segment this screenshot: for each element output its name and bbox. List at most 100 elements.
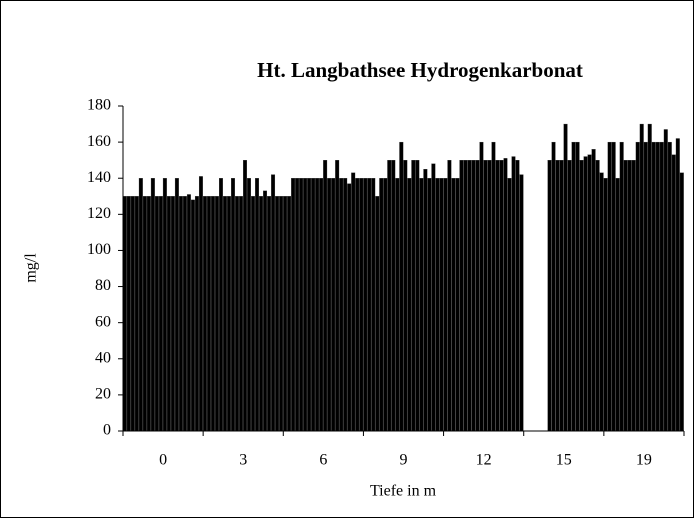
y-tick-label: 100	[87, 241, 111, 258]
y-axis-label: mg/l	[23, 253, 40, 283]
bar	[134, 196, 139, 432]
x-tick-label: 19	[636, 452, 652, 469]
bar	[154, 196, 159, 432]
bar	[351, 172, 356, 432]
chart-title: Ht. Langbathsee Hydrogenkarbonat	[257, 58, 583, 82]
y-tick-label: 0	[103, 422, 111, 439]
bar	[162, 178, 167, 432]
x-tick-label: 12	[476, 452, 492, 469]
bar	[347, 183, 352, 432]
bar	[563, 123, 568, 432]
bar	[475, 160, 480, 432]
bar	[643, 141, 648, 432]
bar	[659, 141, 664, 432]
bar	[267, 196, 272, 432]
bar	[178, 196, 183, 432]
bar	[607, 141, 612, 432]
bar	[327, 178, 332, 432]
bar	[587, 154, 592, 432]
bar	[407, 178, 412, 432]
bar	[339, 178, 344, 432]
y-tick-label: 80	[95, 277, 111, 294]
y-tick-label: 20	[95, 386, 111, 403]
bar	[463, 160, 468, 432]
bar	[479, 141, 484, 432]
bar	[311, 178, 316, 432]
bar	[391, 160, 396, 432]
bar	[182, 196, 187, 432]
bar	[287, 196, 292, 432]
bar	[142, 196, 147, 432]
bar	[323, 160, 328, 432]
y-tick-label: 180	[87, 97, 111, 114]
bar	[439, 178, 444, 432]
bar	[427, 178, 432, 432]
bar	[547, 160, 552, 432]
bar	[130, 196, 135, 432]
bar	[515, 160, 520, 432]
bar	[615, 178, 620, 432]
x-tick-label: 0	[159, 452, 167, 469]
bar	[319, 178, 324, 432]
y-tick-label: 120	[87, 205, 111, 222]
bar	[198, 176, 203, 432]
bar	[603, 178, 608, 432]
bar	[367, 178, 372, 432]
bar	[627, 160, 632, 432]
bar	[487, 160, 492, 432]
bar	[499, 160, 504, 432]
bar	[551, 141, 556, 432]
bar	[483, 160, 488, 432]
bar	[619, 141, 624, 432]
bar	[206, 196, 211, 432]
bar	[631, 160, 636, 432]
x-tick-label: 9	[400, 452, 408, 469]
bar	[279, 196, 284, 432]
bar	[122, 196, 127, 432]
bar	[415, 160, 420, 432]
bar	[599, 172, 604, 432]
bar	[343, 178, 348, 432]
bar	[150, 178, 155, 432]
bar	[571, 141, 576, 432]
bar	[495, 160, 500, 432]
bar	[507, 178, 512, 432]
bar	[395, 178, 400, 432]
bar	[611, 141, 616, 432]
bar	[243, 160, 247, 432]
bar	[675, 138, 680, 432]
bar	[567, 160, 572, 432]
bar	[363, 178, 368, 432]
bar	[375, 196, 380, 432]
bar	[383, 178, 388, 432]
bar	[635, 141, 640, 432]
bar	[259, 196, 263, 432]
bar	[559, 160, 564, 432]
bar	[223, 196, 227, 432]
bar	[170, 196, 175, 432]
bar	[335, 160, 340, 432]
bar	[419, 178, 424, 432]
bar	[255, 178, 259, 432]
bar	[235, 196, 239, 432]
bar	[403, 160, 408, 432]
bar	[423, 169, 428, 432]
bar	[435, 178, 440, 432]
x-tick-label: 3	[239, 452, 247, 469]
bar	[411, 160, 416, 432]
bar	[647, 123, 652, 432]
bar	[371, 178, 376, 432]
bar	[215, 196, 219, 432]
bar	[491, 141, 496, 432]
bar	[158, 196, 163, 432]
bar	[307, 178, 312, 432]
bar	[575, 141, 580, 432]
bar	[451, 178, 456, 432]
bar	[579, 160, 584, 432]
x-axis-label: Tiefe in m	[370, 483, 437, 500]
bar	[503, 158, 508, 432]
bar	[651, 141, 656, 432]
bar	[459, 160, 464, 432]
